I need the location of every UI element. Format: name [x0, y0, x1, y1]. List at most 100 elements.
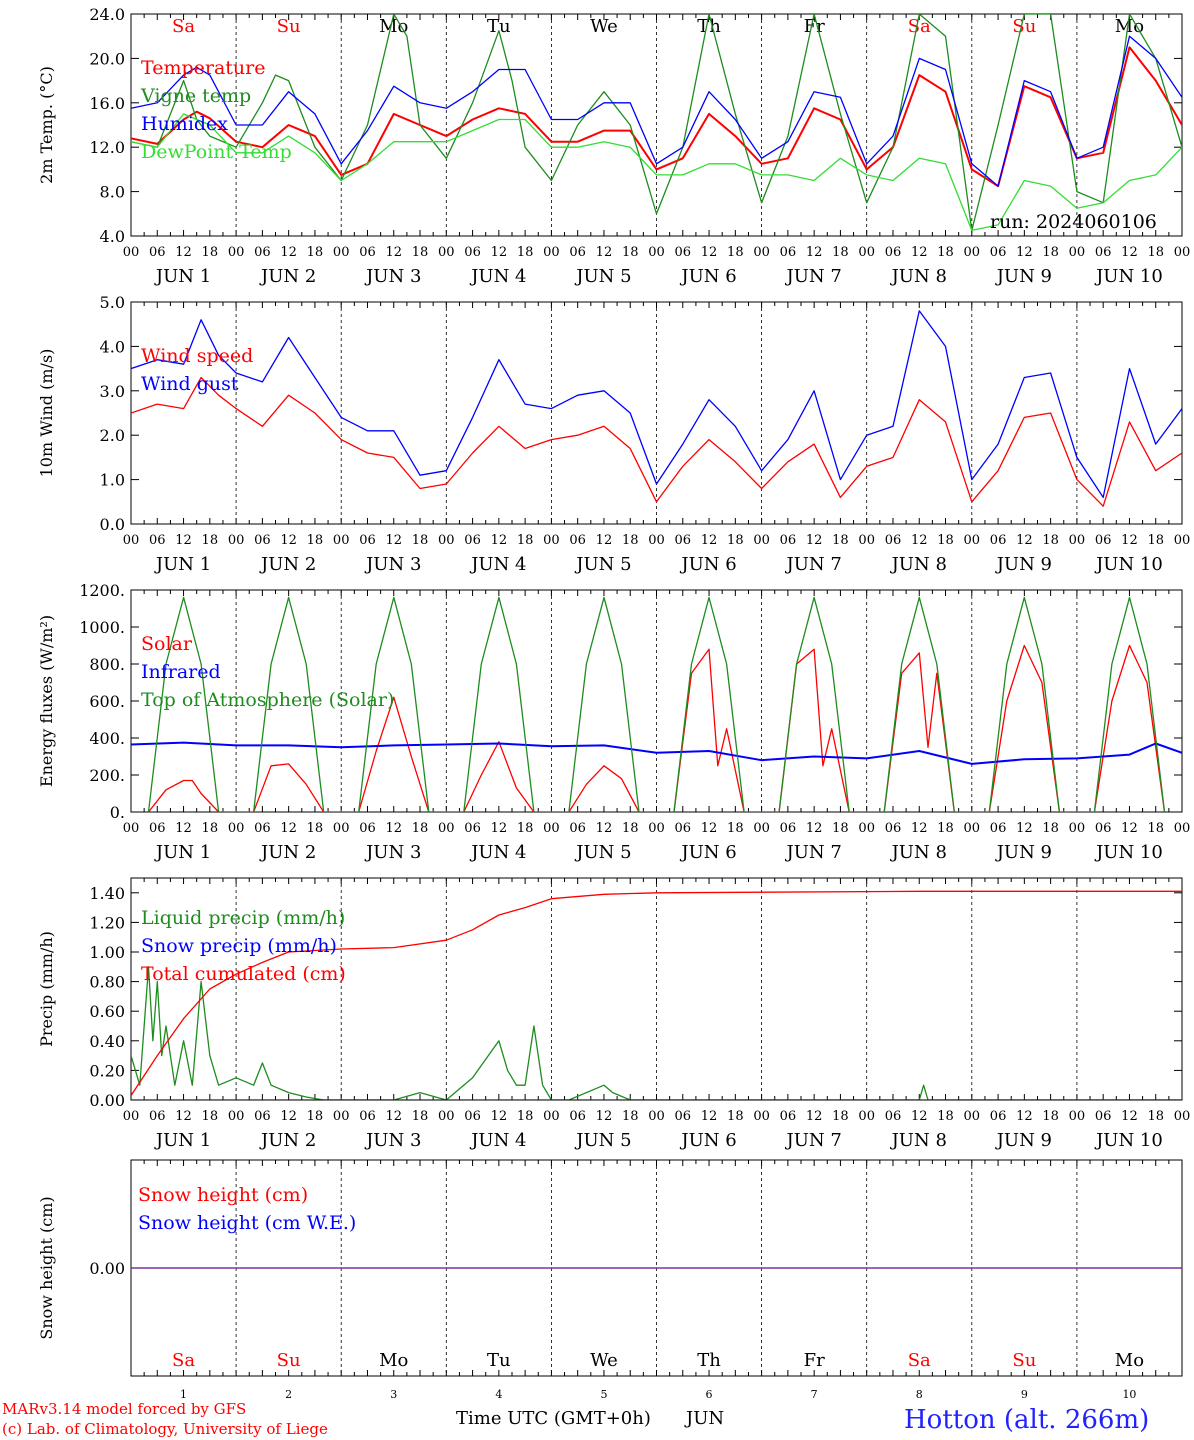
legend-entry: Solar	[141, 633, 193, 655]
x-hour-label: 06	[149, 1109, 166, 1124]
x-hour-label: 00	[543, 245, 560, 260]
y-tick-label: 8.0	[100, 183, 125, 202]
series-line-wind-gust	[131, 310, 1182, 499]
x-hour-label: 12	[491, 533, 508, 548]
x-date-label: JUN 8	[890, 554, 947, 575]
series-line-liquid-precip-mm-h-	[131, 966, 1182, 1100]
x-date-label: JUN 5	[574, 1130, 631, 1151]
x-date-label: JUN 2	[259, 1130, 316, 1151]
weekday-label: Mo	[1115, 1350, 1144, 1371]
x-hour-label: 06	[780, 1109, 797, 1124]
x-hour-label: 12	[701, 245, 718, 260]
x-hour-label: 00	[228, 821, 245, 836]
x-hour-label: 00	[438, 533, 455, 548]
x-hour-label: 00	[858, 1109, 875, 1124]
x-hour-label: 12	[701, 1109, 718, 1124]
x-hour-label: 00	[333, 245, 350, 260]
x-hour-label: 06	[254, 1109, 271, 1124]
x-hour-label: 06	[569, 821, 586, 836]
x-hour-label: 00	[438, 821, 455, 836]
x-hour-label: 18	[517, 1109, 534, 1124]
y-axis-label: 2m Temp. (°C)	[37, 66, 56, 184]
x-hour-label: 18	[307, 245, 324, 260]
series-line-humidex	[131, 35, 1182, 187]
x-date-label: JUN 8	[890, 842, 947, 863]
x-hour-label: 06	[359, 821, 376, 836]
x-hour-label: 18	[517, 821, 534, 836]
x-hour-label: 12	[806, 533, 823, 548]
x-hour-label: 12	[175, 1109, 192, 1124]
x-date-label: JUN 1	[154, 1130, 211, 1151]
x-hour-label: 18	[727, 1109, 744, 1124]
precip-panel: 0.00 0.20 0.40 0.60 0.80 1.00 1.20 1.40 Precip (…	[37, 877, 1190, 1151]
x-hour-label: 00	[964, 1109, 981, 1124]
x-hour-label: 00	[123, 245, 140, 260]
x-day-number: 10	[1122, 1388, 1136, 1401]
x-date-label: JUN 3	[364, 266, 421, 287]
x-hour-label: 12	[701, 821, 718, 836]
x-hour-label: 00	[753, 245, 770, 260]
x-hour-label: 00	[333, 1109, 350, 1124]
x-date-label: JUN 3	[364, 842, 421, 863]
x-day-number: 9	[1021, 1388, 1028, 1401]
x-hour-label: 00	[228, 533, 245, 548]
x-day-number: 2	[285, 1388, 292, 1401]
x-date-label: JUN 9	[995, 842, 1052, 863]
legend-entry: Total cumulated (cm)	[141, 963, 346, 985]
weekday-label: We	[590, 16, 618, 37]
x-hour-label: 18	[307, 1109, 324, 1124]
y-tick-label: 600.	[89, 692, 125, 711]
x-hour-label: 06	[675, 821, 692, 836]
x-hour-label: 00	[123, 821, 140, 836]
x-hour-label: 18	[1042, 821, 1059, 836]
x-hour-label: 00	[964, 245, 981, 260]
series-group	[131, 596, 1182, 812]
x-hour-label: 00	[228, 245, 245, 260]
x-hour-label: 18	[412, 533, 429, 548]
x-hour-label: 18	[832, 245, 849, 260]
x-hour-label: 00	[964, 821, 981, 836]
x-hour-label: 06	[464, 1109, 481, 1124]
x-hour-label: 12	[491, 245, 508, 260]
x-hour-label: 06	[990, 1109, 1007, 1124]
weekday-label: Th	[697, 1350, 721, 1371]
x-hour-label: 18	[1042, 533, 1059, 548]
x-hour-label: 18	[202, 1109, 219, 1124]
x-hour-label: 12	[1121, 533, 1138, 548]
x-hour-label: 12	[1121, 1109, 1138, 1124]
y-tick-label: 0.0	[100, 515, 125, 534]
x-day-number: 5	[600, 1388, 607, 1401]
x-hour-label: 12	[280, 245, 297, 260]
y-tick-label: 1000.	[79, 618, 125, 637]
x-hour-label: 18	[937, 533, 954, 548]
weekday-label: Tu	[487, 16, 511, 37]
y-axis-label: 10m Wind (m/s)	[37, 349, 56, 478]
y-axis-label: Snow height (cm)	[37, 1196, 56, 1339]
x-hour-label: 18	[412, 245, 429, 260]
series-line-infrared	[131, 741, 1182, 765]
x-date-label: JUN 1	[154, 554, 211, 575]
x-hour-label: 18	[412, 821, 429, 836]
weekday-label: Sa	[172, 1350, 195, 1371]
x-hour-label: 12	[596, 1109, 613, 1124]
y-tick-label: 12.0	[89, 138, 125, 157]
x-hour-label: 06	[675, 1109, 692, 1124]
x-date-label: JUN 5	[574, 554, 631, 575]
y-tick-label: 0.00	[89, 1091, 125, 1110]
x-hour-label: 18	[727, 245, 744, 260]
station-name: Hotton (alt. 266m)	[904, 1405, 1149, 1435]
x-hour-label: 06	[254, 533, 271, 548]
x-hour-label: 12	[701, 533, 718, 548]
x-date-label: JUN 8	[890, 1130, 947, 1151]
y-tick-label: 24.0	[89, 5, 125, 24]
y-tick-label: 3.0	[100, 382, 125, 401]
x-hour-label: 18	[307, 533, 324, 548]
series-line-vigne-temp	[131, 14, 1182, 232]
series-line-wind-speed	[131, 376, 1182, 507]
y-tick-label: 800.	[89, 655, 125, 674]
x-date-label: JUN 7	[784, 266, 841, 287]
x-hour-label: 12	[911, 533, 928, 548]
x-hour-label: 18	[1147, 1109, 1164, 1124]
legend-entry: Wind speed	[141, 345, 253, 367]
weekday-label: Su	[1012, 16, 1036, 37]
